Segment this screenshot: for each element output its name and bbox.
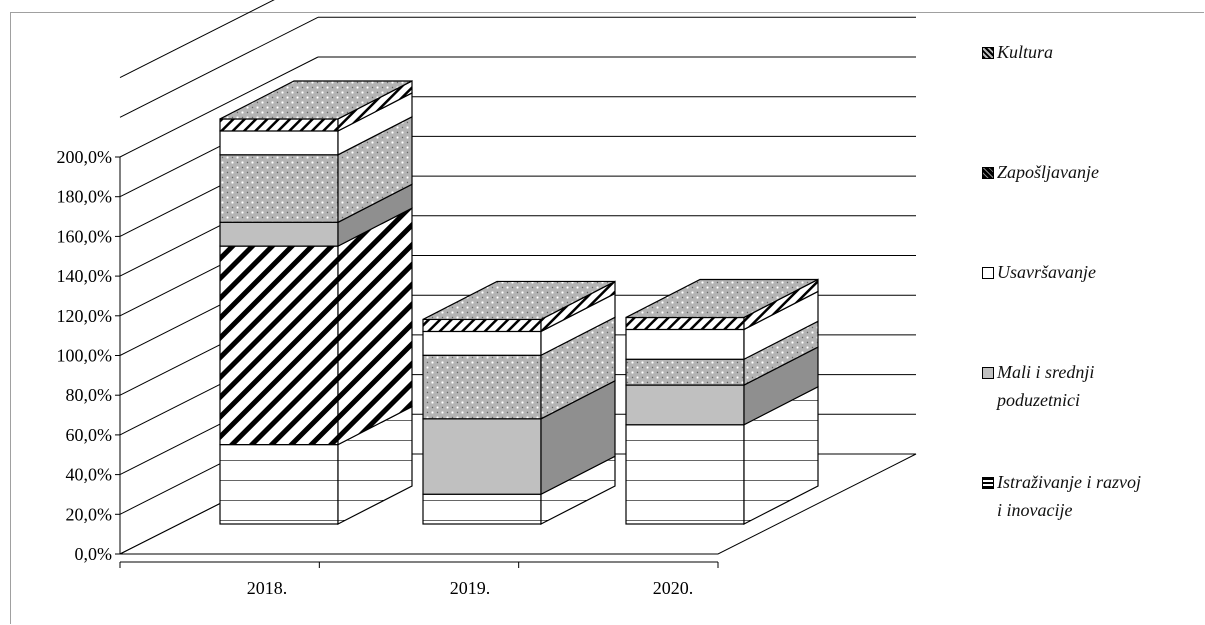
- x-axis-labels: 2018. 2019. 2020.: [247, 578, 694, 598]
- bars-group: [219, 79, 819, 525]
- x-tick-label: 2019.: [450, 578, 491, 598]
- legend-item: Usavršavanje: [982, 258, 1147, 286]
- y-tick-label: 120,0%: [57, 306, 113, 326]
- bar-top-band-front: [625, 316, 745, 331]
- y-tick-label: 80,0%: [66, 385, 113, 405]
- legend-swatch: [982, 167, 994, 179]
- legend-label: Istraživanje i razvoj i inovacije: [997, 472, 1141, 520]
- bar-segment-front: [422, 330, 542, 356]
- legend-item: Istraživanje i razvoj i inovacije: [982, 468, 1147, 524]
- bar-top-band-front: [422, 318, 542, 333]
- side-wall-gridline: [119, 56, 319, 158]
- legend-swatch: [982, 267, 994, 279]
- bar-segment-front: [625, 328, 745, 360]
- side-wall-gridline: [119, 0, 275, 79]
- bar-segment-side: [337, 207, 413, 446]
- y-axis: 0,0% 20,0% 40,0% 60,0% 80,0% 100,0% 120,0% 140,…: [57, 147, 719, 568]
- y-tick-label: 180,0%: [57, 187, 113, 207]
- side-wall-gridline: [119, 16, 319, 118]
- y-tick-label: 40,0%: [66, 465, 113, 485]
- bar-segment-front: [422, 354, 542, 420]
- y-tick-label: 0,0%: [75, 544, 113, 564]
- bar-segment-front: [625, 358, 745, 386]
- bar-lid: [219, 80, 413, 120]
- bar-segment-front: [219, 154, 339, 223]
- bar-lid: [625, 278, 819, 319]
- bar-segment-front: [625, 384, 745, 426]
- bar-2018.: [219, 79, 413, 525]
- bar-segment-front: [219, 245, 339, 446]
- bar-segment-front: [625, 424, 745, 525]
- bar-segment-front: [422, 493, 542, 525]
- legend-swatch: [982, 367, 994, 379]
- chart-frame: [10, 12, 1204, 624]
- y-tick-label: 160,0%: [57, 226, 113, 246]
- y-tick-label: 140,0%: [57, 266, 113, 286]
- legend-swatch: [982, 477, 994, 489]
- legend-item: Mali i srednji poduzetnici: [982, 358, 1147, 414]
- y-tick-label: 20,0%: [66, 504, 113, 524]
- legend-label: Zapošljavanje: [997, 162, 1099, 182]
- y-tick-label: 60,0%: [66, 425, 113, 445]
- y-tick-label: 100,0%: [57, 346, 113, 366]
- bar-2020.: [625, 278, 819, 525]
- y-tick-label: 200,0%: [57, 147, 113, 167]
- legend-label: Kultura: [997, 42, 1054, 62]
- bar-lid: [422, 280, 616, 321]
- bar-top-band-front: [219, 118, 339, 132]
- x-tick-label: 2018.: [247, 578, 288, 598]
- bar-segment-front: [219, 221, 339, 247]
- legend-label: Mali i srednji poduzetnici: [997, 362, 1095, 410]
- legend-item: Kultura: [982, 38, 1147, 66]
- bar-segment-front: [219, 444, 339, 525]
- legend-swatch: [982, 47, 994, 59]
- bar-2019.: [422, 280, 616, 525]
- bar-segment-front: [422, 418, 542, 495]
- legend-item: Zapošljavanje: [982, 158, 1147, 186]
- bar-segment-front: [219, 130, 339, 156]
- x-tick-label: 2020.: [653, 578, 694, 598]
- legend-label: Usavršavanje: [997, 262, 1096, 282]
- chart-walls: [119, 0, 917, 555]
